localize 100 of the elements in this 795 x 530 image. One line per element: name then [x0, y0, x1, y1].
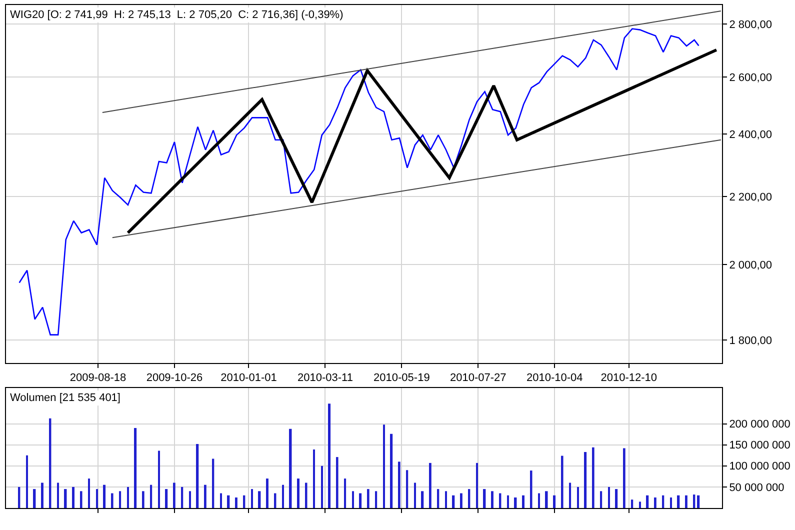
bar — [359, 493, 362, 508]
bar — [437, 489, 440, 508]
bar — [569, 482, 572, 508]
bar — [96, 489, 98, 508]
bar — [127, 486, 129, 508]
y-tick-label: 150 000 000 — [729, 440, 790, 452]
bar — [654, 497, 656, 508]
bar — [670, 497, 672, 508]
bar — [196, 444, 199, 508]
bar — [251, 489, 253, 508]
bar — [212, 458, 214, 508]
x-tick-label: 2010-05-19 — [374, 372, 430, 384]
bar — [189, 491, 191, 508]
bar — [220, 493, 222, 508]
bar — [452, 495, 455, 508]
bar — [305, 482, 308, 508]
bar — [375, 491, 378, 508]
bar — [553, 495, 556, 508]
annotation: WIG20 [O: 2 741,99 H: 2 745,13 L: 2 705,20 C: 2 716,36] (-0,39%) — [10, 9, 344, 21]
y-tick-label: 200 000 000 — [729, 418, 790, 431]
y-tick-label: 2 800,00 — [729, 18, 772, 31]
y-tick-label: 50 000 000 — [729, 482, 784, 494]
x-tick-label: 2010-10-04 — [526, 372, 583, 384]
line-series — [126, 48, 718, 234]
bar — [134, 428, 137, 508]
bar — [119, 491, 122, 508]
y-tick-label: 2 000,00 — [729, 259, 772, 272]
x-tick-label: 2010-01-01 — [220, 372, 277, 384]
bar — [142, 491, 144, 508]
bar — [258, 491, 261, 508]
bar — [390, 434, 393, 508]
bar — [398, 462, 400, 508]
bar — [111, 493, 114, 508]
bar — [522, 495, 524, 508]
bar — [530, 470, 532, 508]
bar — [88, 478, 90, 508]
bar — [289, 428, 292, 508]
bar — [639, 502, 641, 508]
bar — [227, 495, 230, 508]
bar — [165, 489, 168, 508]
x-tick-label: 2009-10-26 — [146, 372, 203, 384]
bar — [297, 478, 300, 508]
bar — [608, 486, 610, 508]
bar — [103, 484, 106, 508]
bar — [367, 489, 370, 508]
bar — [685, 495, 688, 508]
bar — [336, 457, 338, 508]
bar — [693, 494, 696, 508]
bar — [615, 489, 618, 508]
bar — [662, 495, 664, 508]
bar — [677, 495, 680, 508]
bar — [235, 497, 238, 508]
bar — [514, 497, 517, 508]
y-tick-label: 2 400,00 — [729, 129, 772, 142]
bar — [445, 491, 447, 508]
y-tick-label: 2 200,00 — [729, 191, 772, 204]
line-series — [18, 28, 700, 336]
bar — [328, 404, 331, 508]
bar — [18, 486, 20, 508]
x-tick-label: 2010-12-10 — [600, 372, 658, 384]
y-tick-label: 1 800,00 — [729, 334, 772, 347]
bar — [383, 424, 385, 508]
bar — [33, 489, 36, 508]
bar — [266, 478, 268, 508]
bar — [697, 495, 700, 508]
bar — [204, 484, 206, 508]
bar — [561, 456, 564, 508]
bar — [57, 482, 59, 508]
bar — [321, 466, 323, 508]
bar — [41, 482, 44, 508]
bar — [352, 491, 354, 508]
bar — [646, 495, 649, 508]
bar — [406, 470, 408, 508]
bar — [158, 450, 160, 508]
bar — [600, 491, 602, 508]
bar — [483, 489, 486, 508]
bar — [313, 449, 316, 508]
bar — [49, 418, 52, 508]
bar — [577, 486, 579, 508]
bar — [592, 447, 594, 508]
bar — [173, 482, 176, 508]
bar — [460, 493, 462, 508]
bar — [631, 500, 634, 508]
bar — [282, 484, 284, 508]
bar — [584, 452, 587, 508]
bar — [150, 484, 152, 508]
x-tick-label: 2010-07-27 — [450, 372, 506, 384]
bar — [491, 491, 494, 508]
y-tick-label: 100 000 000 — [729, 460, 790, 473]
bar — [64, 489, 67, 508]
x-tick-label: 2010-03-11 — [297, 372, 353, 384]
bar — [545, 491, 548, 508]
bar — [414, 482, 416, 508]
bar — [80, 491, 82, 508]
y-tick-label: 2 600,00 — [729, 72, 772, 84]
bar — [26, 455, 28, 508]
bar — [507, 495, 509, 508]
bar — [181, 486, 184, 508]
annotation: Wolumen [21 535 401] — [10, 392, 120, 404]
bar — [623, 448, 626, 508]
